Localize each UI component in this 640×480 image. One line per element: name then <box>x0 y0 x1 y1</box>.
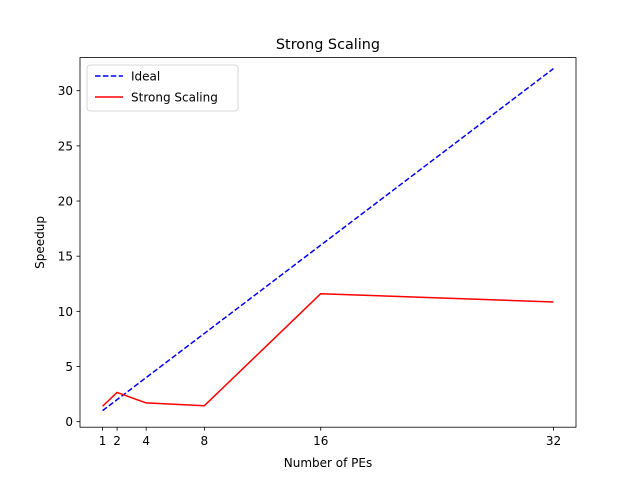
y-tick-label: 20 <box>58 195 73 209</box>
chart-title: Strong Scaling <box>276 37 380 53</box>
y-axis-ticks: 0 5 10 15 20 25 30 <box>58 84 80 429</box>
plot-frame <box>79 57 577 428</box>
x-tick-label: 16 <box>313 434 328 448</box>
x-tick-label: 32 <box>546 434 561 448</box>
plot-area: 1 2 4 8 16 32 0 5 10 15 20 25 30 <box>58 57 577 448</box>
y-axis-label: Speedup <box>33 216 47 269</box>
y-tick-label: 15 <box>58 250 73 264</box>
y-tick-label: 25 <box>58 139 73 153</box>
y-tick-label: 30 <box>58 84 73 98</box>
x-tick-label: 2 <box>113 434 121 448</box>
legend-label-strong-scaling: Strong Scaling <box>131 91 218 105</box>
legend: Ideal Strong Scaling <box>86 64 239 112</box>
series-line-ideal <box>102 68 554 412</box>
y-tick-label: 0 <box>65 415 73 429</box>
x-axis-ticks: 1 2 4 8 16 32 <box>99 427 561 448</box>
y-tick-label: 5 <box>65 360 73 374</box>
x-tick-label: 8 <box>201 434 209 448</box>
legend-label-ideal: Ideal <box>131 70 160 84</box>
x-tick-label: 1 <box>99 434 107 448</box>
legend-box <box>86 64 239 112</box>
y-tick-label: 10 <box>58 305 73 319</box>
x-tick-label: 4 <box>142 434 150 448</box>
x-axis-label: Number of PEs <box>284 456 372 470</box>
series-line-strong-scaling <box>102 292 554 407</box>
series-layer <box>102 68 554 412</box>
